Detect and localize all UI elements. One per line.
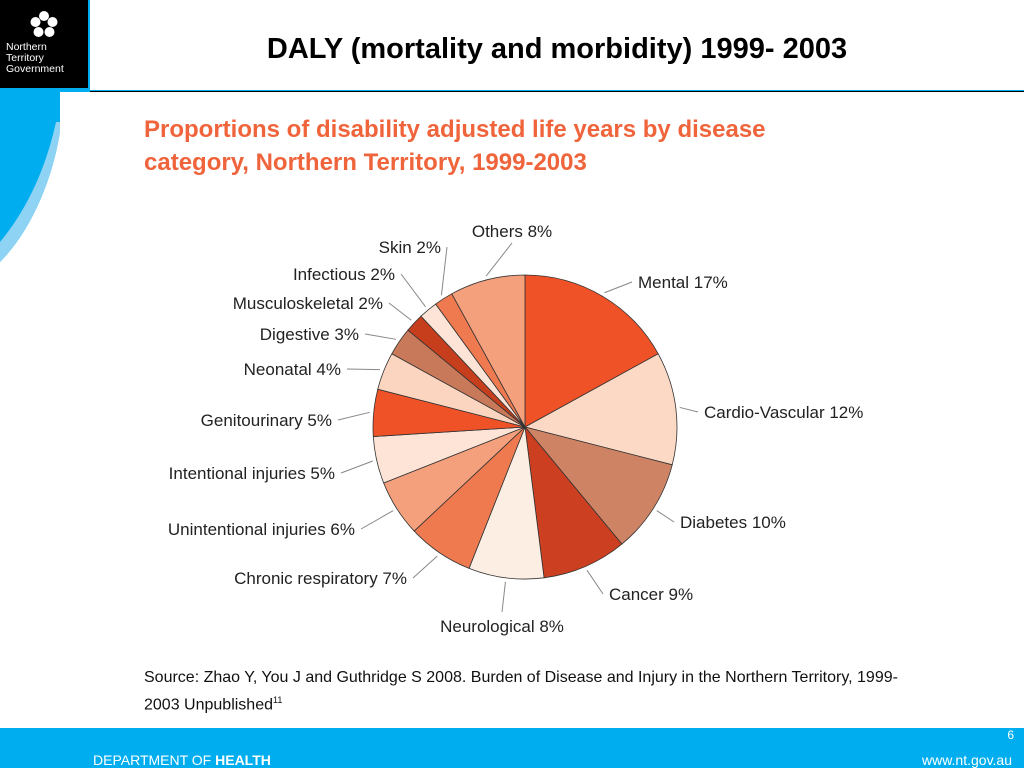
logo-line: Northern: [6, 41, 47, 53]
leader-line: [656, 510, 675, 523]
leader-line: [604, 281, 633, 294]
leader-line: [346, 368, 380, 371]
slice-label: Cardio-Vascular 12%: [704, 403, 863, 422]
logo-line: Territory: [6, 52, 44, 64]
logo-line: Government: [6, 63, 64, 75]
slice-label: Cancer 9%: [609, 585, 693, 604]
slice-label: Neurological 8%: [440, 617, 564, 636]
slice-label: Chronic respiratory 7%: [234, 569, 407, 588]
slice-label: Infectious 2%: [293, 265, 395, 284]
slide-title: DALY (mortality and morbidity) 1999- 200…: [266, 33, 848, 65]
slice-label: Intentional injuries 5%: [169, 464, 335, 483]
header-divider: [90, 91, 1024, 92]
pie-slice: [523, 353, 678, 466]
source-citation: Source: Zhao Y, You J and Guthridge S 20…: [144, 666, 924, 716]
pie-slice: [451, 274, 526, 428]
pie-slice: [523, 426, 673, 545]
leader-line: [340, 460, 373, 474]
decorative-curve: [0, 92, 60, 262]
ntg-logo: Northern Territory Government: [0, 0, 88, 88]
leader-line: [400, 273, 426, 308]
slice-label: Diabetes 10%: [680, 513, 786, 532]
flower-logo-icon: [30, 11, 58, 37]
leader-line: [364, 333, 397, 340]
department-label: DEPARTMENT OF HEALTH: [93, 752, 271, 768]
slice-label: Digestive 3%: [260, 325, 359, 344]
source-text: Source: Zhao Y, You J and Guthridge S 20…: [144, 669, 898, 714]
footer-bar: 6 DEPARTMENT OF HEALTH www.nt.gov.au: [0, 728, 1024, 768]
leader-line: [360, 510, 394, 530]
slice-label: Neonatal 4%: [244, 360, 341, 379]
page-number: 6: [1007, 728, 1014, 742]
leader-line: [679, 406, 699, 413]
slice-label: Mental 17%: [638, 273, 728, 292]
slice-label: Unintentional injuries 6%: [168, 520, 355, 539]
pie-slice: [524, 274, 659, 428]
slice-label: Skin 2%: [379, 238, 441, 257]
department-name: HEALTH: [215, 752, 271, 768]
leader-line: [501, 581, 506, 613]
title-panel: DALY (mortality and morbidity) 1999- 200…: [90, 0, 1024, 90]
leader-line: [412, 555, 438, 579]
logo-text: Northern Territory Government: [6, 42, 86, 75]
leader-line: [337, 411, 370, 421]
department-prefix: DEPARTMENT OF: [93, 752, 216, 768]
leader-line: [388, 302, 412, 321]
chart-title: Proportions of disability adjusted life …: [144, 116, 766, 176]
slice-label: Genitourinary 5%: [201, 411, 332, 430]
website-url: www.nt.gov.au: [921, 752, 1012, 768]
leader-line: [586, 569, 604, 595]
slice-label: Musculoskeletal 2%: [233, 294, 383, 313]
slice-label: Others 8%: [472, 222, 552, 241]
leader-line: [440, 246, 448, 296]
leader-line: [485, 242, 513, 277]
source-footnote: 11: [273, 695, 283, 705]
pie-slice: [524, 425, 623, 579]
